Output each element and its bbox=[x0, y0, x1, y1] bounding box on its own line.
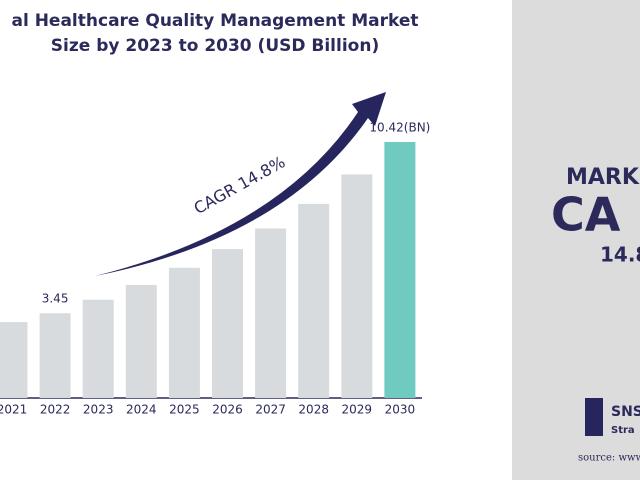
x-tick-label: 2026 bbox=[212, 403, 243, 417]
bar bbox=[255, 228, 287, 398]
bar bbox=[0, 322, 28, 398]
logo-text: SNS bbox=[611, 404, 640, 420]
side-panel bbox=[512, 0, 640, 480]
bar bbox=[39, 313, 71, 398]
bar bbox=[168, 267, 200, 398]
x-tick-label: 2025 bbox=[169, 403, 200, 417]
chart-title: Size by 2023 to 2030 (USD Billion) bbox=[51, 36, 379, 56]
bar bbox=[341, 174, 373, 398]
bar bbox=[82, 299, 114, 398]
chart-title: al Healthcare Quality Management Market bbox=[11, 11, 418, 31]
x-tick-label: 2021 bbox=[0, 403, 27, 417]
x-tick-label: 2023 bbox=[83, 403, 114, 417]
bar bbox=[298, 203, 330, 398]
cagr-arrow bbox=[95, 92, 386, 276]
x-tick-label: 2028 bbox=[298, 403, 329, 417]
x-tick-label: 2024 bbox=[126, 403, 157, 417]
logo-subtext: Stra bbox=[611, 425, 635, 436]
logo-icon bbox=[585, 398, 603, 436]
value-label: 10.42(BN) bbox=[369, 120, 430, 134]
bar bbox=[384, 141, 416, 399]
bar bbox=[212, 249, 243, 398]
bar bbox=[125, 284, 157, 398]
panel-big: CA bbox=[551, 188, 621, 242]
x-tick-label: 2027 bbox=[255, 403, 286, 417]
value-label: 3.45 bbox=[42, 292, 69, 306]
x-tick-label: 2029 bbox=[342, 403, 373, 417]
source-text: source: www bbox=[578, 453, 640, 464]
panel-value: 14.8 bbox=[600, 243, 640, 267]
x-tick-label: 2022 bbox=[40, 403, 71, 417]
panel-heading: MARK bbox=[566, 165, 640, 190]
x-tick-label: 2030 bbox=[385, 403, 416, 417]
